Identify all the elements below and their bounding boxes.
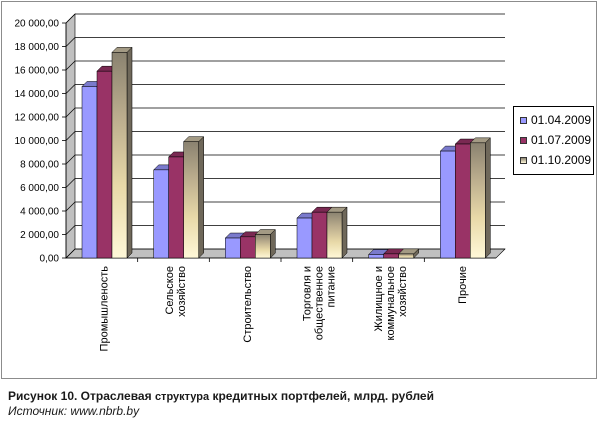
bar-front bbox=[326, 211, 343, 259]
bar-front bbox=[225, 237, 241, 259]
bars bbox=[81, 46, 491, 262]
bar-chart: 0,00 2 000,00 4 000,00 6 000,00 8 000,00 10 0… bbox=[15, 13, 506, 352]
gridline-diagonal bbox=[65, 178, 76, 188]
x-category-label: Торговля и bbox=[302, 266, 314, 321]
bar bbox=[398, 248, 420, 259]
x-category-label: Строительство bbox=[242, 266, 254, 343]
y-tick-label: 4 000,00 bbox=[20, 207, 59, 218]
bar-front bbox=[153, 169, 169, 259]
y-tick-label: 8 000,00 bbox=[20, 160, 59, 171]
x-category-label: хозяйство bbox=[397, 266, 409, 317]
bar-front bbox=[183, 141, 199, 259]
legend-item: 01.10.2009 bbox=[520, 153, 591, 167]
gridline-diagonal bbox=[65, 201, 76, 212]
y-tick-label: 18 000,00 bbox=[15, 42, 60, 53]
bar bbox=[469, 137, 491, 259]
bar-front bbox=[440, 150, 456, 259]
y-tick-label: 20 000,00 bbox=[15, 19, 60, 30]
legend-swatch bbox=[520, 116, 527, 124]
gridline-diagonal bbox=[65, 248, 76, 259]
gridline-diagonal bbox=[65, 225, 76, 235]
bar bbox=[183, 136, 205, 259]
gridline-diagonal bbox=[65, 107, 76, 118]
caption-part-3: кредитных портфелей, млрд. рублей bbox=[212, 389, 434, 403]
legend: 01.04.2009 01.07.2009 01.10.2009 bbox=[513, 106, 594, 175]
bar bbox=[254, 228, 276, 259]
bar-front bbox=[240, 236, 256, 259]
bar-front bbox=[455, 143, 471, 259]
caption-part-1: Рисунок 10. Отраслевая bbox=[8, 389, 152, 403]
x-axis-labels: Промышленость Сельское хозяйство Строительс… bbox=[99, 266, 469, 352]
bar-side bbox=[126, 46, 133, 259]
bar-front bbox=[368, 254, 384, 259]
figure-source: Источник: www.nbrb.by bbox=[8, 404, 140, 418]
bar-front bbox=[296, 217, 313, 259]
legend-swatch bbox=[520, 136, 527, 144]
x-category-label: коммунальное bbox=[385, 266, 397, 340]
y-tick-label: 10 000,00 bbox=[15, 136, 60, 147]
bar-front bbox=[168, 156, 184, 259]
bar-front bbox=[311, 211, 328, 259]
bar-front bbox=[383, 253, 399, 259]
x-category-label: общественное bbox=[314, 266, 326, 340]
legend-swatch bbox=[520, 156, 527, 164]
legend-label: 01.04.2009 bbox=[531, 113, 592, 127]
bar-side bbox=[198, 136, 204, 259]
gridline-diagonal bbox=[65, 37, 76, 47]
bar-front bbox=[81, 86, 98, 259]
y-tick-label: 12 000,00 bbox=[15, 113, 60, 124]
gridline-diagonal bbox=[65, 60, 76, 71]
x-category-label: питание bbox=[326, 266, 338, 307]
y-tick-label: 6 000,00 bbox=[20, 183, 59, 194]
gridline-diagonal bbox=[65, 154, 76, 165]
gridline-diagonal bbox=[65, 84, 76, 94]
bar-side bbox=[341, 206, 348, 259]
bar-front bbox=[111, 52, 128, 259]
y-tick-label: 14 000,00 bbox=[15, 89, 60, 100]
bar-front bbox=[255, 234, 271, 259]
bar bbox=[111, 46, 133, 259]
y-tick-label: 0,00 bbox=[40, 254, 60, 265]
y-tick-label: 2 000,00 bbox=[20, 230, 59, 241]
bar bbox=[326, 206, 348, 259]
x-category-label: Прочие bbox=[457, 266, 469, 304]
legend-item: 01.07.2009 bbox=[520, 133, 591, 147]
x-category-label: хозяйство bbox=[176, 266, 188, 317]
x-category-label: Жилищное и bbox=[373, 266, 385, 331]
legend-label: 01.10.2009 bbox=[531, 153, 592, 167]
legend-item: 01.04.2009 bbox=[520, 113, 591, 127]
chart-frame: 0,00 2 000,00 4 000,00 6 000,00 8 000,00 10 0… bbox=[1, 1, 597, 379]
x-category-label: Промышленость bbox=[99, 266, 111, 352]
x-category-label: Сельское bbox=[164, 266, 176, 315]
bar-side bbox=[485, 137, 491, 259]
caption-part-2: структура bbox=[154, 391, 210, 403]
bar-front bbox=[470, 142, 486, 259]
gridline-diagonal bbox=[65, 131, 76, 141]
gridline-diagonal bbox=[65, 13, 76, 24]
y-tick-label: 16 000,00 bbox=[15, 66, 60, 77]
figure-caption: Рисунок 10. Отраслевая структура кредитн… bbox=[8, 389, 434, 403]
legend-label: 01.07.2009 bbox=[531, 133, 592, 147]
bar-front bbox=[96, 70, 113, 259]
bar-front bbox=[398, 253, 414, 259]
